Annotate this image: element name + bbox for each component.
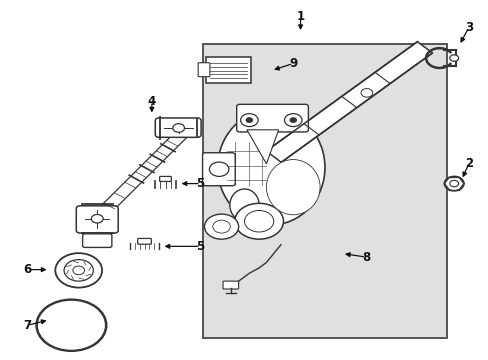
- Circle shape: [449, 55, 458, 61]
- Ellipse shape: [229, 189, 259, 221]
- FancyBboxPatch shape: [223, 281, 238, 289]
- FancyBboxPatch shape: [159, 176, 171, 181]
- Ellipse shape: [278, 172, 307, 202]
- Ellipse shape: [266, 159, 320, 215]
- Text: 5: 5: [196, 177, 204, 190]
- FancyBboxPatch shape: [76, 206, 118, 233]
- Circle shape: [444, 176, 463, 191]
- FancyBboxPatch shape: [205, 57, 251, 83]
- Circle shape: [37, 300, 105, 350]
- Ellipse shape: [269, 161, 316, 213]
- Circle shape: [172, 124, 184, 132]
- Circle shape: [73, 266, 84, 275]
- Circle shape: [46, 307, 97, 344]
- Text: 9: 9: [288, 57, 297, 70]
- Circle shape: [244, 211, 273, 232]
- Circle shape: [55, 253, 102, 288]
- FancyBboxPatch shape: [138, 238, 151, 244]
- FancyBboxPatch shape: [155, 118, 201, 137]
- Polygon shape: [265, 42, 431, 162]
- Text: 1: 1: [296, 10, 304, 23]
- Polygon shape: [90, 127, 191, 222]
- FancyBboxPatch shape: [82, 234, 112, 247]
- Circle shape: [36, 300, 106, 351]
- Text: 3: 3: [464, 21, 472, 34]
- Text: 7: 7: [23, 319, 32, 332]
- FancyBboxPatch shape: [236, 104, 308, 132]
- Circle shape: [284, 114, 302, 127]
- Circle shape: [204, 214, 238, 239]
- Circle shape: [64, 260, 93, 281]
- Text: 8: 8: [362, 251, 370, 264]
- Ellipse shape: [217, 110, 325, 225]
- Text: 2: 2: [464, 157, 472, 170]
- Circle shape: [240, 114, 258, 127]
- Circle shape: [245, 118, 252, 123]
- Circle shape: [360, 89, 372, 97]
- Circle shape: [212, 220, 230, 233]
- Text: 4: 4: [147, 95, 156, 108]
- Text: 5: 5: [196, 240, 204, 253]
- Circle shape: [289, 118, 296, 123]
- Circle shape: [209, 162, 228, 176]
- FancyBboxPatch shape: [198, 63, 209, 77]
- Circle shape: [58, 315, 85, 335]
- Circle shape: [91, 215, 103, 223]
- Bar: [203, 44, 446, 338]
- Circle shape: [234, 203, 283, 239]
- Text: 6: 6: [23, 263, 32, 276]
- FancyBboxPatch shape: [202, 153, 235, 186]
- Polygon shape: [246, 130, 278, 164]
- Circle shape: [449, 180, 458, 187]
- Circle shape: [52, 311, 91, 339]
- Circle shape: [41, 303, 102, 347]
